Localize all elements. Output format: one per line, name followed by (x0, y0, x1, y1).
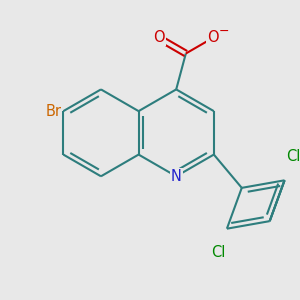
Text: O: O (153, 30, 164, 45)
Text: O: O (207, 30, 219, 45)
Text: Cl: Cl (211, 245, 225, 260)
Text: −: − (219, 25, 229, 38)
Text: Cl: Cl (286, 148, 300, 164)
Text: Br: Br (45, 103, 61, 118)
Text: N: N (171, 169, 182, 184)
